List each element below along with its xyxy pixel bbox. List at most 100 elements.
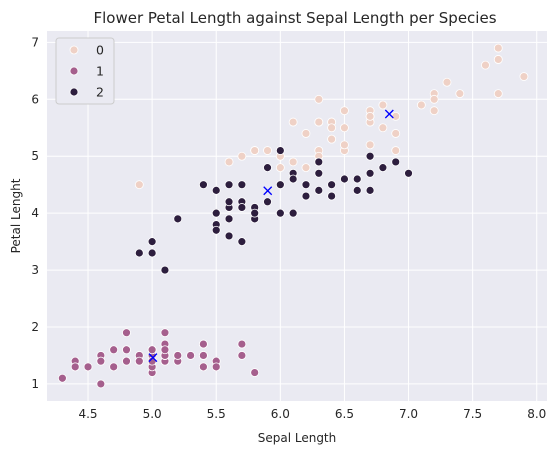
data-point-series-0 bbox=[340, 106, 349, 116]
y-tick-label: 3 bbox=[31, 263, 39, 277]
data-point-series-0 bbox=[391, 111, 401, 121]
data-point-series-0 bbox=[301, 163, 311, 173]
centroid-markers bbox=[148, 109, 394, 363]
data-point-series-2 bbox=[352, 185, 362, 195]
data-point-series-2 bbox=[365, 168, 375, 178]
data-point-series-1 bbox=[122, 345, 131, 355]
data-point-series-0 bbox=[301, 129, 311, 138]
data-point-series-1 bbox=[211, 362, 221, 372]
data-point-series-0 bbox=[327, 134, 337, 144]
data-point-series-1 bbox=[160, 345, 170, 355]
data-point-series-0 bbox=[263, 146, 272, 155]
data-point-series-2 bbox=[173, 214, 183, 224]
legend-marker-1 bbox=[69, 66, 79, 76]
y-tick-label: 5 bbox=[31, 149, 39, 163]
data-point-series-2 bbox=[378, 163, 388, 173]
data-point-series-2 bbox=[275, 208, 285, 218]
data-point-series-2 bbox=[288, 208, 298, 218]
data-point-series-2 bbox=[224, 180, 234, 190]
y-tick-label: 7 bbox=[31, 35, 39, 49]
x-tick-label: 6.5 bbox=[335, 407, 354, 421]
data-point-series-2 bbox=[391, 157, 401, 167]
data-point-series-1 bbox=[96, 379, 106, 389]
y-axis-ticks: 1 2 3 4 5 6 7 bbox=[31, 35, 39, 391]
data-point-series-2 bbox=[211, 225, 221, 235]
data-point-series-2 bbox=[237, 237, 247, 247]
data-point-series-0 bbox=[288, 117, 298, 127]
data-point-series-0 bbox=[237, 151, 247, 161]
data-point-series-1 bbox=[237, 351, 247, 360]
data-point-series-1 bbox=[70, 362, 80, 372]
plot-area bbox=[47, 31, 547, 401]
data-point-series-1 bbox=[160, 328, 170, 338]
data-point-series-1 bbox=[250, 368, 260, 377]
data-point-series-1 bbox=[237, 339, 247, 349]
data-point-series-1 bbox=[96, 356, 106, 366]
data-point-series-2 bbox=[263, 163, 272, 173]
data-point-series-0 bbox=[493, 89, 503, 99]
data-point-series-2 bbox=[301, 180, 311, 190]
data-point-series-2 bbox=[327, 191, 337, 201]
data-point-series-2 bbox=[263, 197, 272, 207]
data-point-series-2 bbox=[365, 151, 375, 161]
legend: 0 1 2 bbox=[55, 37, 115, 105]
data-point-series-1 bbox=[109, 362, 119, 372]
data-point-series-2 bbox=[275, 180, 285, 190]
data-point-series-2 bbox=[224, 214, 234, 224]
y-tick-label: 2 bbox=[31, 320, 39, 334]
data-point-series-0 bbox=[327, 123, 337, 133]
data-point-series-0 bbox=[378, 100, 388, 110]
x-tick-label: 5.5 bbox=[207, 407, 226, 421]
y-tick-label: 4 bbox=[31, 206, 39, 220]
data-point-series-2 bbox=[301, 191, 311, 201]
legend-marker-0 bbox=[69, 45, 79, 55]
data-point-series-0 bbox=[391, 146, 401, 155]
data-point-series-2 bbox=[211, 208, 221, 218]
data-point-series-0 bbox=[442, 77, 452, 87]
legend-label-2: 2 bbox=[96, 85, 104, 100]
data-point-series-0 bbox=[275, 163, 285, 173]
grid-lines bbox=[47, 31, 547, 401]
data-point-series-2 bbox=[134, 248, 144, 258]
data-point-series-0 bbox=[365, 111, 375, 121]
x-tick-label: 7.0 bbox=[399, 407, 418, 421]
data-point-series-0 bbox=[493, 43, 503, 53]
x-axis-ticks: 4.5 5.0 5.5 6.0 6.5 7.0 7.5 8.0 bbox=[78, 407, 546, 421]
data-point-series-1 bbox=[173, 351, 183, 360]
data-point-series-1 bbox=[199, 362, 208, 372]
data-point-series-2 bbox=[211, 185, 221, 195]
data-point-series-1 bbox=[57, 373, 67, 383]
x-tick-label: 6.0 bbox=[271, 407, 290, 421]
data-point-series-2 bbox=[237, 180, 247, 190]
y-tick-label: 6 bbox=[31, 92, 39, 106]
data-point-series-1 bbox=[83, 362, 93, 372]
data-point-series-2 bbox=[314, 185, 324, 195]
data-point-series-0 bbox=[519, 72, 529, 81]
data-point-series-2 bbox=[199, 180, 208, 190]
data-point-series-0 bbox=[340, 123, 349, 133]
x-tick-label: 8.0 bbox=[527, 407, 546, 421]
data-point-series-2 bbox=[224, 231, 234, 241]
data-point-series-0 bbox=[314, 117, 324, 127]
data-point-series-2 bbox=[352, 174, 362, 184]
data-point-series-1 bbox=[199, 351, 208, 360]
data-point-series-2 bbox=[314, 168, 324, 178]
data-point-series-2 bbox=[275, 146, 285, 155]
data-point-series-1 bbox=[186, 351, 195, 360]
y-tick-label: 1 bbox=[31, 377, 39, 391]
data-point-series-1 bbox=[109, 345, 119, 355]
centroid-marker bbox=[263, 186, 273, 196]
data-point-series-2 bbox=[404, 168, 413, 178]
x-axis-label: Sepal Length bbox=[258, 431, 337, 445]
data-point-series-0 bbox=[481, 60, 490, 70]
legend-label-0: 0 bbox=[96, 43, 104, 58]
data-point-series-2 bbox=[314, 157, 324, 167]
centroid-marker bbox=[148, 353, 158, 363]
data-point-series-2 bbox=[160, 265, 170, 275]
x-tick-label: 5.0 bbox=[143, 407, 162, 421]
data-point-series-0 bbox=[314, 94, 324, 104]
legend-label-1: 1 bbox=[96, 64, 104, 79]
data-point-series-2 bbox=[365, 185, 375, 195]
data-point-series-0 bbox=[224, 157, 234, 167]
